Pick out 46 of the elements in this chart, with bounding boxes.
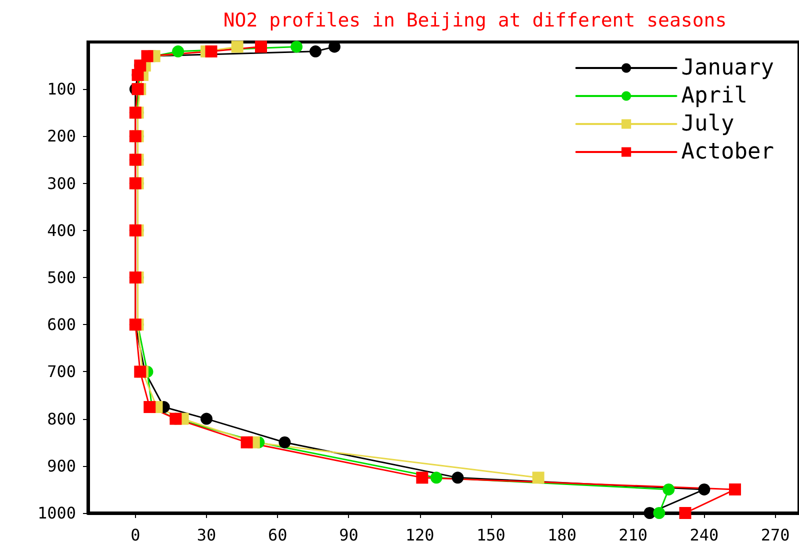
- y-tick-label: 100: [47, 80, 76, 99]
- point: [144, 401, 156, 414]
- point: [134, 366, 146, 378]
- point: [205, 45, 218, 58]
- point: [698, 483, 710, 496]
- point: [452, 472, 464, 484]
- y-tick-label: 200: [47, 126, 76, 146]
- y-tick-label: 600: [47, 315, 76, 334]
- x-tick-label: 210: [618, 526, 648, 543]
- y-tick-label: 500: [47, 268, 76, 287]
- point: [416, 472, 428, 484]
- y-tick-label: 700: [47, 362, 76, 382]
- chart-title: NO2 profiles in Beijing at different seasons: [223, 10, 727, 32]
- x-tick-label: 60: [268, 526, 288, 543]
- point: [430, 472, 442, 484]
- x-tick-label: 0: [130, 526, 140, 543]
- point: [310, 45, 322, 58]
- point: [255, 40, 268, 53]
- x-tick-label: 30: [196, 526, 216, 543]
- point: [653, 507, 666, 519]
- x-tick-label: 180: [548, 526, 576, 543]
- y-tick-label: 300: [47, 174, 76, 193]
- point: [240, 436, 253, 448]
- point: [679, 507, 692, 519]
- point: [278, 436, 291, 448]
- point: [141, 50, 154, 62]
- point: [729, 483, 742, 496]
- legend-label: July: [681, 112, 734, 136]
- y-tick-label: 900: [47, 456, 76, 476]
- point: [532, 472, 544, 484]
- point: [200, 412, 212, 425]
- y-tick-label: 1000: [37, 504, 76, 522]
- point: [290, 40, 303, 53]
- point: [231, 40, 244, 53]
- y-tick-label: 800: [47, 409, 76, 428]
- x-tick-label: 120: [405, 526, 434, 543]
- legend-label: April: [681, 84, 748, 108]
- legend-label: January: [681, 56, 774, 80]
- y-tick-label: 400: [47, 220, 76, 240]
- point: [662, 483, 675, 496]
- x-tick-label: 240: [690, 526, 719, 543]
- x-tick-label: 90: [339, 526, 358, 543]
- point: [172, 45, 184, 58]
- legend-label: Actober: [681, 140, 774, 164]
- x-tick-label: 150: [476, 526, 506, 543]
- x-tick-label: 270: [760, 526, 790, 543]
